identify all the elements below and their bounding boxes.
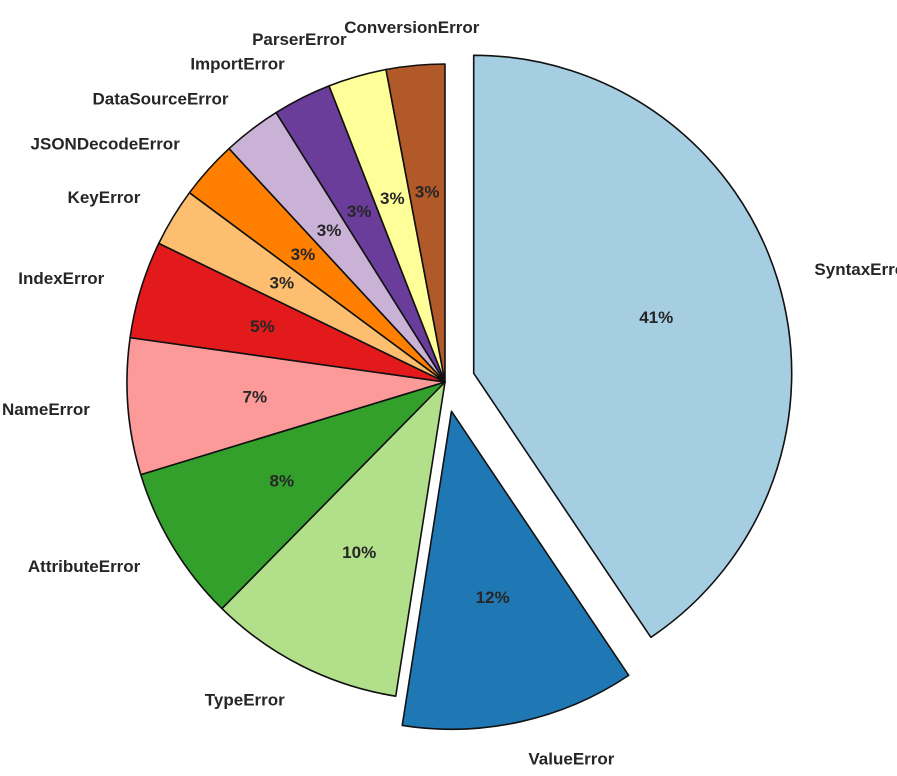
category-label-data-source-error: DataSourceError: [92, 90, 228, 109]
category-label-value-error: ValueError: [528, 750, 614, 769]
category-labels: SyntaxError ValueError TypeError AttributeE…: [2, 18, 897, 769]
category-label-key-error: KeyError: [68, 188, 141, 207]
percent-label-import-error: 3%: [347, 202, 372, 221]
percent-label-parser-error: 3%: [380, 189, 405, 208]
category-label-import-error: ImportError: [190, 54, 285, 73]
category-label-conversion-error: ConversionError: [344, 18, 479, 37]
slice-type-error: [221, 381, 446, 697]
percent-label-value-error: 12%: [476, 588, 510, 607]
slice-syntax-error: [472, 54, 793, 639]
slice-attribute-error: [139, 381, 446, 610]
percent-label-type-error: 10%: [342, 543, 376, 562]
percent-label-index-error: 5%: [250, 317, 275, 336]
category-label-parser-error: ParserError: [252, 30, 347, 49]
percent-label-attribute-error: 8%: [269, 471, 294, 490]
percent-label-key-error: 3%: [269, 274, 294, 293]
category-label-index-error: IndexError: [18, 269, 104, 288]
percent-label-conversion-error: 3%: [415, 183, 440, 202]
percent-labels: 41%12%10%8%7%5%3%3%3%3%3% 3%: [242, 183, 673, 608]
percent-label-syntax-error: 41%: [639, 308, 673, 327]
percent-label-name-error: 7%: [242, 387, 267, 406]
percent-label-data-source-error: 3%: [317, 221, 342, 240]
slice-conversion-error: [385, 63, 446, 383]
percent-label-json-decode-error: 3%: [291, 245, 316, 264]
slice-name-error: [126, 336, 446, 476]
category-label-json-decode-error: JSONDecodeError: [31, 135, 181, 154]
slice-value-error: [401, 410, 630, 731]
pie-slices: [126, 54, 793, 731]
category-label-name-error: NameError: [2, 400, 90, 419]
category-label-type-error: TypeError: [205, 691, 285, 710]
category-label-syntax-error: SyntaxError: [814, 260, 897, 279]
category-label-attribute-error: AttributeError: [28, 557, 141, 576]
